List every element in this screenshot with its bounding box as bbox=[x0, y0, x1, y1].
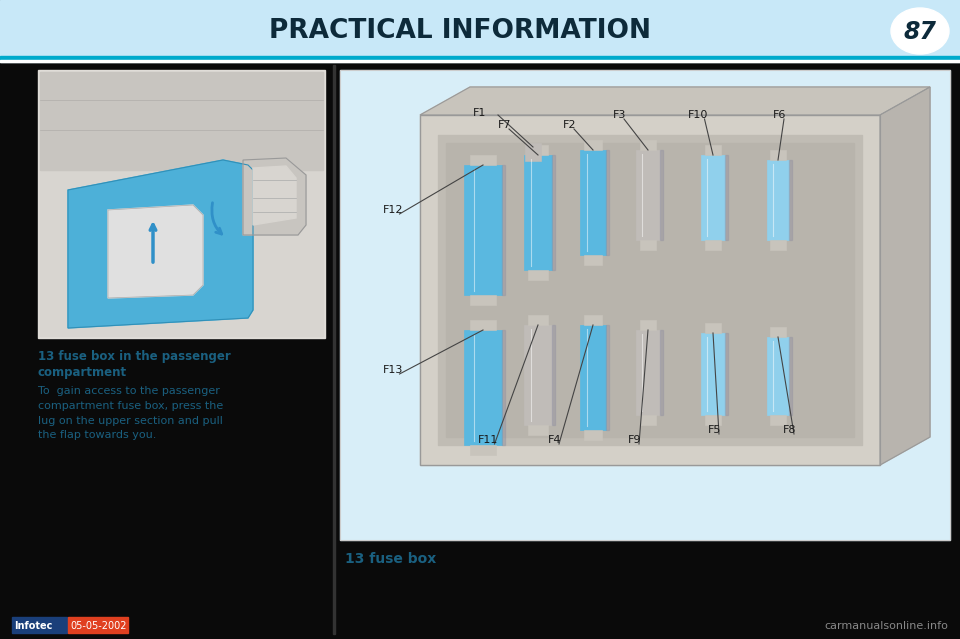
Bar bbox=[524, 155, 552, 270]
Bar bbox=[701, 155, 725, 240]
Text: F11: F11 bbox=[478, 435, 498, 445]
Text: F10: F10 bbox=[688, 110, 708, 120]
Bar bbox=[705, 145, 721, 155]
Text: F1: F1 bbox=[473, 108, 487, 118]
Bar bbox=[580, 150, 606, 255]
Bar bbox=[446, 143, 854, 437]
Bar bbox=[420, 115, 880, 465]
Bar bbox=[584, 140, 602, 150]
Text: F4: F4 bbox=[548, 435, 562, 445]
Bar bbox=[770, 240, 785, 250]
Bar bbox=[767, 337, 789, 415]
Text: 13 fuse box: 13 fuse box bbox=[345, 552, 436, 566]
Bar bbox=[469, 445, 496, 455]
Bar bbox=[528, 315, 548, 325]
Bar bbox=[469, 155, 496, 165]
Bar bbox=[767, 160, 789, 240]
Bar bbox=[606, 150, 609, 255]
Bar bbox=[584, 315, 602, 325]
Bar bbox=[552, 155, 555, 270]
Polygon shape bbox=[253, 166, 296, 225]
Text: F7: F7 bbox=[498, 120, 512, 130]
Bar bbox=[528, 425, 548, 435]
Bar bbox=[524, 325, 552, 425]
Bar bbox=[606, 325, 609, 430]
Text: carmanualsonline.info: carmanualsonline.info bbox=[824, 621, 948, 631]
Bar bbox=[660, 330, 663, 415]
Bar bbox=[639, 320, 657, 330]
Polygon shape bbox=[108, 205, 203, 298]
Bar bbox=[0, 60, 960, 62]
Bar bbox=[705, 323, 721, 333]
Bar bbox=[420, 115, 880, 465]
Bar bbox=[0, 56, 960, 60]
Polygon shape bbox=[420, 87, 930, 115]
Bar bbox=[0, 0, 960, 62]
Bar bbox=[639, 240, 657, 250]
Text: F5: F5 bbox=[708, 425, 721, 435]
Text: To  gain access to the passenger
compartment fuse box, press the
lug on the uppe: To gain access to the passenger compartm… bbox=[38, 386, 224, 440]
Bar bbox=[660, 150, 663, 240]
Text: 05-05-2002: 05-05-2002 bbox=[70, 621, 127, 631]
Bar bbox=[639, 140, 657, 150]
Bar bbox=[770, 327, 785, 337]
Text: Infotec: Infotec bbox=[14, 621, 53, 631]
Bar bbox=[340, 70, 950, 540]
Polygon shape bbox=[243, 158, 306, 235]
Text: 87: 87 bbox=[903, 20, 937, 44]
Bar bbox=[438, 135, 862, 445]
Bar bbox=[464, 330, 502, 445]
Bar bbox=[528, 145, 548, 155]
Bar bbox=[789, 160, 792, 240]
Text: F3: F3 bbox=[613, 110, 626, 120]
Text: F8: F8 bbox=[783, 425, 797, 435]
Text: F13: F13 bbox=[383, 365, 403, 375]
Bar bbox=[584, 430, 602, 440]
Bar bbox=[639, 415, 657, 425]
Bar bbox=[580, 325, 606, 430]
Bar bbox=[528, 270, 548, 280]
Bar bbox=[469, 295, 496, 305]
Text: F2: F2 bbox=[563, 120, 577, 130]
Text: PRACTICAL INFORMATION: PRACTICAL INFORMATION bbox=[269, 18, 651, 44]
Bar bbox=[464, 165, 502, 295]
Text: F9: F9 bbox=[628, 435, 641, 445]
Bar bbox=[636, 330, 660, 415]
Bar bbox=[469, 320, 496, 330]
Bar bbox=[502, 330, 505, 445]
Bar bbox=[502, 165, 505, 295]
Bar bbox=[340, 70, 950, 540]
Bar bbox=[525, 143, 541, 161]
Polygon shape bbox=[880, 87, 930, 465]
Bar bbox=[12, 617, 67, 633]
Bar bbox=[705, 415, 721, 425]
Bar bbox=[68, 617, 128, 633]
Bar bbox=[552, 325, 555, 425]
Bar bbox=[333, 65, 334, 634]
Bar bbox=[38, 70, 325, 338]
Text: F6: F6 bbox=[773, 110, 786, 120]
Bar bbox=[725, 333, 728, 415]
Bar bbox=[705, 240, 721, 250]
Bar bbox=[701, 333, 725, 415]
Polygon shape bbox=[68, 160, 253, 328]
Bar bbox=[770, 415, 785, 425]
Bar bbox=[725, 155, 728, 240]
Bar bbox=[770, 150, 785, 160]
Bar bbox=[636, 150, 660, 240]
Ellipse shape bbox=[891, 8, 949, 54]
Polygon shape bbox=[40, 72, 323, 170]
Bar bbox=[584, 255, 602, 265]
Bar bbox=[789, 337, 792, 415]
Text: F12: F12 bbox=[383, 205, 403, 215]
Text: 13 fuse box in the passenger
compartment: 13 fuse box in the passenger compartment bbox=[38, 350, 230, 379]
Bar bbox=[40, 72, 323, 336]
